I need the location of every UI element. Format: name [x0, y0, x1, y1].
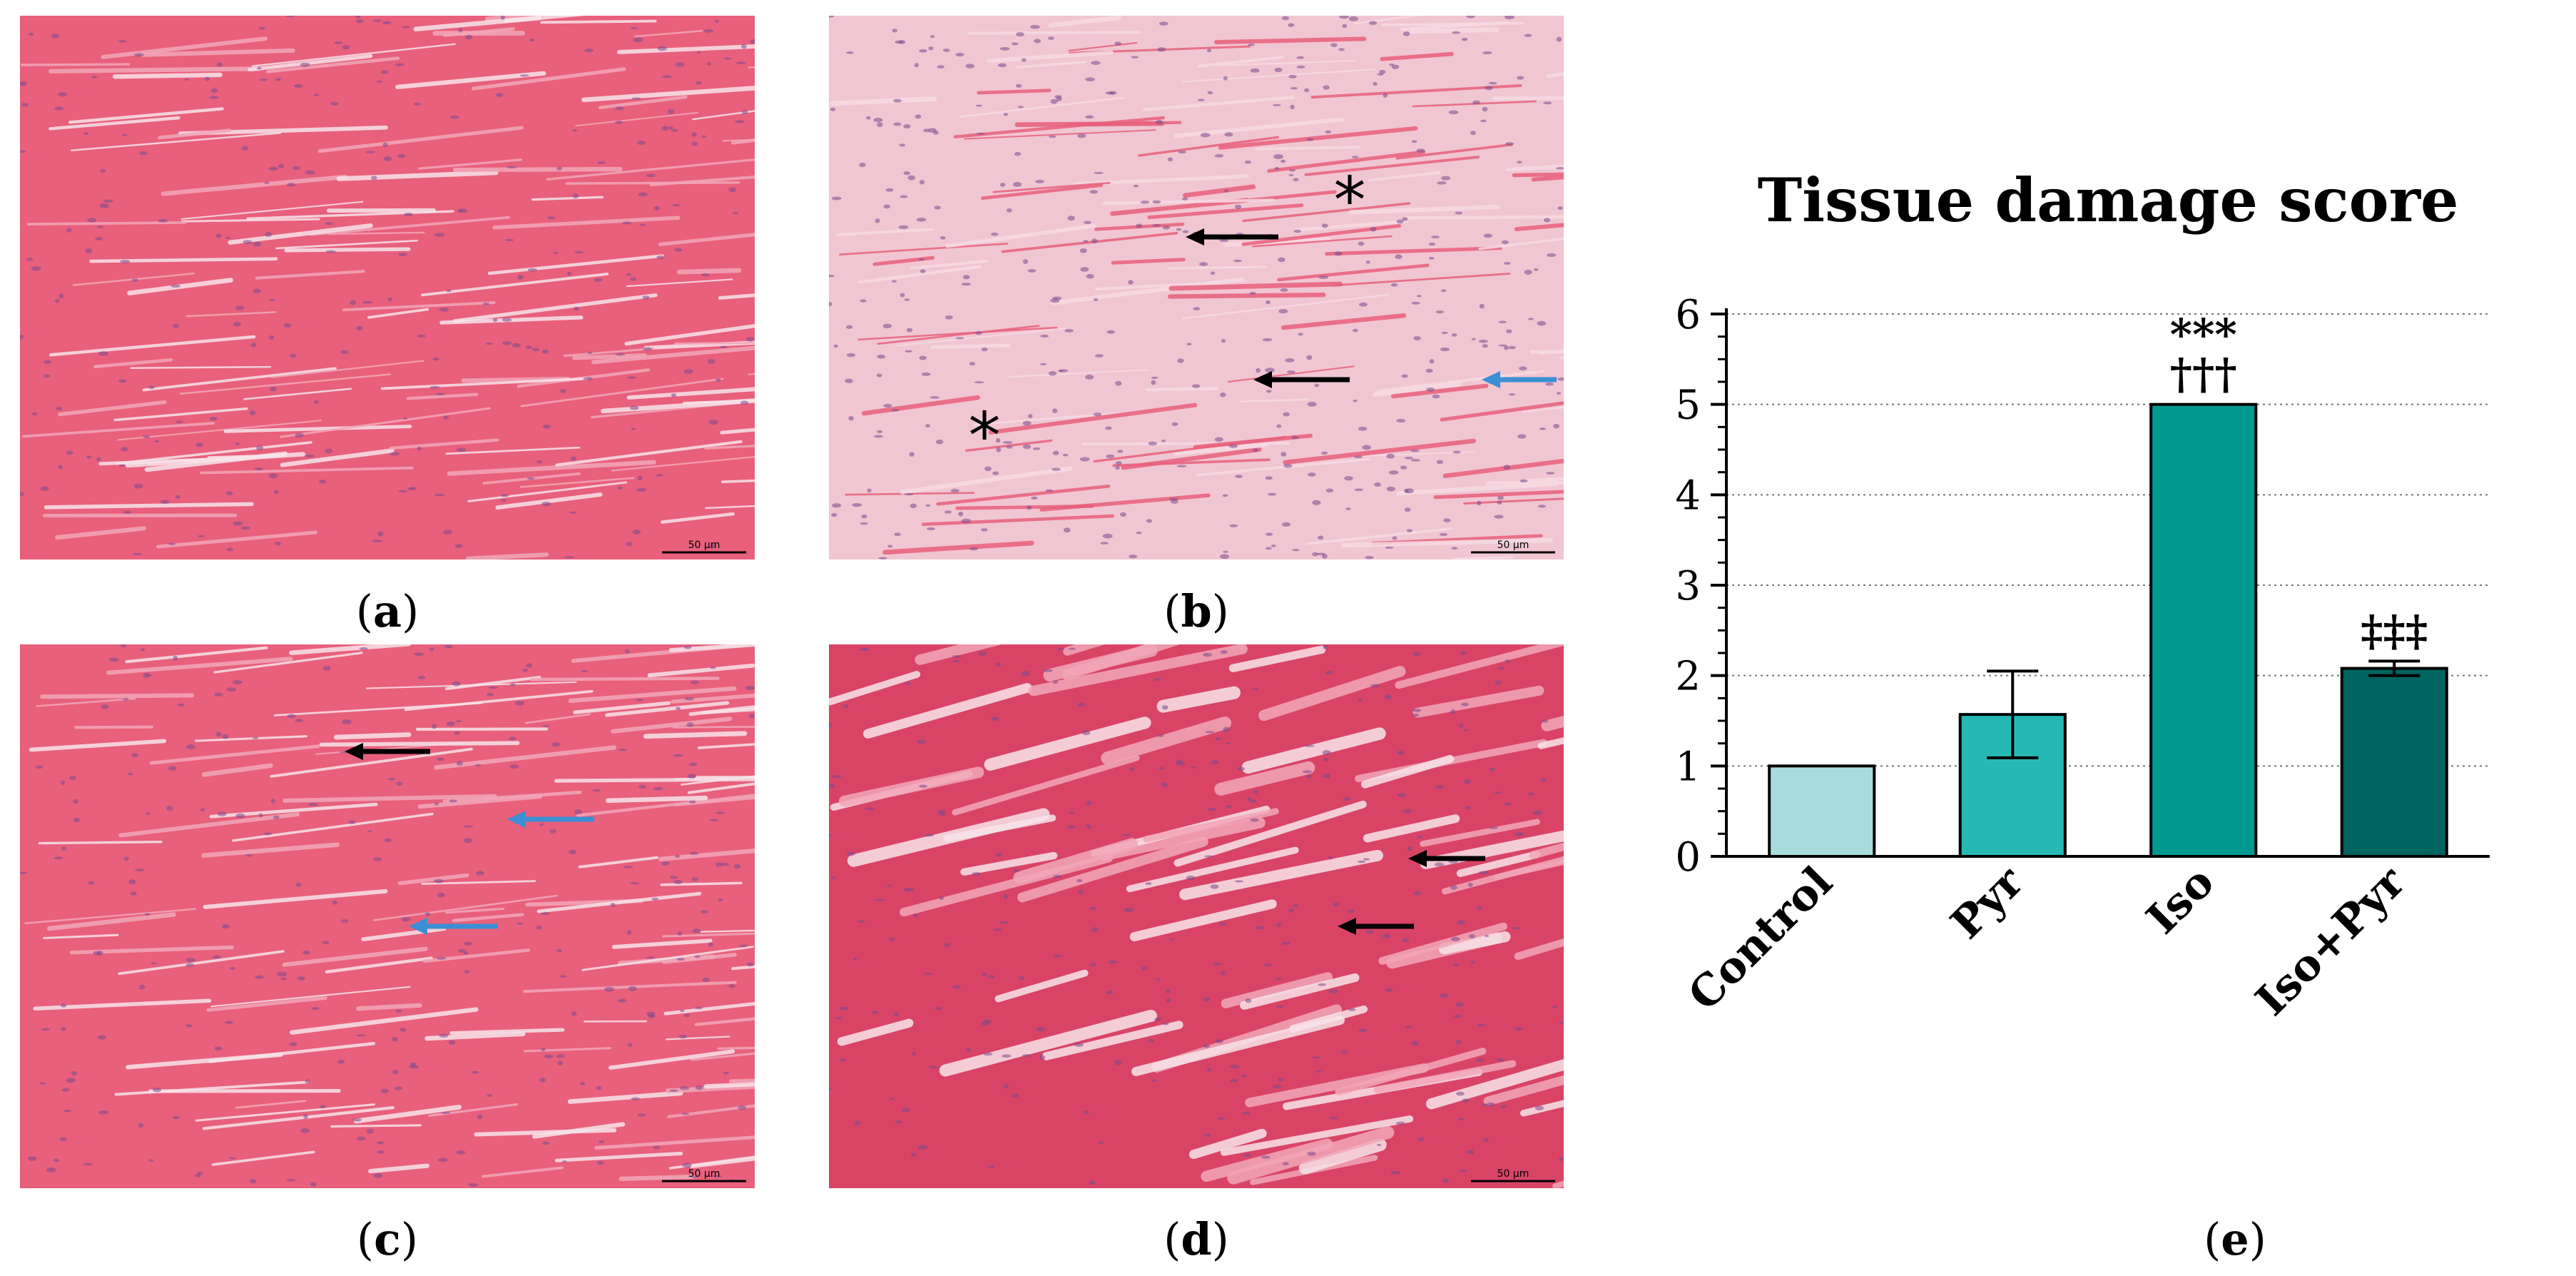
tissue-image-c: 50 μm: [20, 644, 755, 1188]
tissue-image-a: 50 μm: [20, 16, 755, 559]
histology-panel-c: 50 μm: [20, 644, 755, 1188]
chart-title: Tissue damage score: [1758, 165, 2459, 236]
asterisk-annotation: *: [1334, 163, 1366, 238]
black-arrow: [1186, 228, 1278, 245]
tissue-image-b: 50 μm * *: [829, 16, 1564, 559]
scale-bar-label: 50 μm: [688, 540, 721, 551]
scale-bar: 50 μm: [662, 1168, 746, 1183]
tissue-image-d: 50 μm: [829, 644, 1564, 1188]
y-tick-label: 0: [1675, 834, 1701, 881]
y-tick-label: 6: [1675, 292, 1701, 338]
scale-bar-label: 50 μm: [688, 1168, 721, 1180]
x-tick-label: Iso+Pyr: [2246, 856, 2415, 1026]
blue-arrow: [409, 918, 498, 935]
black-arrow: [1253, 371, 1350, 388]
black-arrow: [1338, 918, 1414, 935]
caption-a: (a): [355, 585, 419, 637]
histology-panel-a: 50 μm: [20, 16, 755, 559]
histology-panel-b: 50 μm * *: [829, 16, 1564, 559]
x-tick-label: Iso: [2137, 857, 2224, 944]
blue-arrow: [1482, 371, 1557, 388]
x-tick-label: Pyr: [1941, 856, 2033, 948]
bar-iso: [2149, 402, 2258, 858]
scale-bar: 50 μm: [1471, 1168, 1555, 1183]
black-arrow: [345, 743, 430, 760]
scale-bar-label: 50 μm: [1497, 1168, 1529, 1180]
blue-arrow: [507, 811, 594, 828]
error-bar: [2368, 659, 2420, 677]
significance-marker: ‡‡‡: [2361, 606, 2428, 656]
bar-pyr: [1958, 713, 2067, 859]
x-tick-label: Control: [1679, 857, 1843, 1021]
bar-control: [1768, 764, 1876, 858]
y-tick-label: 3: [1675, 563, 1701, 609]
scale-bar: 50 μm: [1471, 540, 1555, 554]
tissue-damage-chart: Tissue damage score 0 1 2 3 4 5 6 Control Pyr ††† *…: [1612, 128, 2576, 1270]
histology-panel-d: 50 μm: [829, 644, 1564, 1188]
black-arrow: [1408, 850, 1485, 867]
bar-iso-pyr: [2340, 667, 2448, 858]
y-tick-label: 4: [1675, 472, 1701, 519]
caption-d: (d): [1164, 1213, 1229, 1265]
scale-bar-label: 50 μm: [1497, 540, 1529, 551]
y-tick-label: 5: [1675, 383, 1701, 429]
caption-e: (e): [2204, 1213, 2266, 1265]
asterisk-annotation: *: [969, 399, 1001, 474]
scale-bar: 50 μm: [662, 540, 746, 554]
significance-marker: †††: [2170, 350, 2237, 400]
caption-c: (c): [356, 1213, 419, 1265]
significance-marker: ***: [2170, 310, 2237, 360]
caption-b: (b): [1164, 585, 1229, 637]
y-tick-label: 1: [1675, 744, 1701, 790]
error-bar: [1987, 669, 2039, 759]
y-tick-label: 2: [1675, 654, 1701, 700]
chart-svg: Tissue damage score 0 1 2 3 4 5 6 Control Pyr †††*…: [1675, 165, 2490, 1026]
